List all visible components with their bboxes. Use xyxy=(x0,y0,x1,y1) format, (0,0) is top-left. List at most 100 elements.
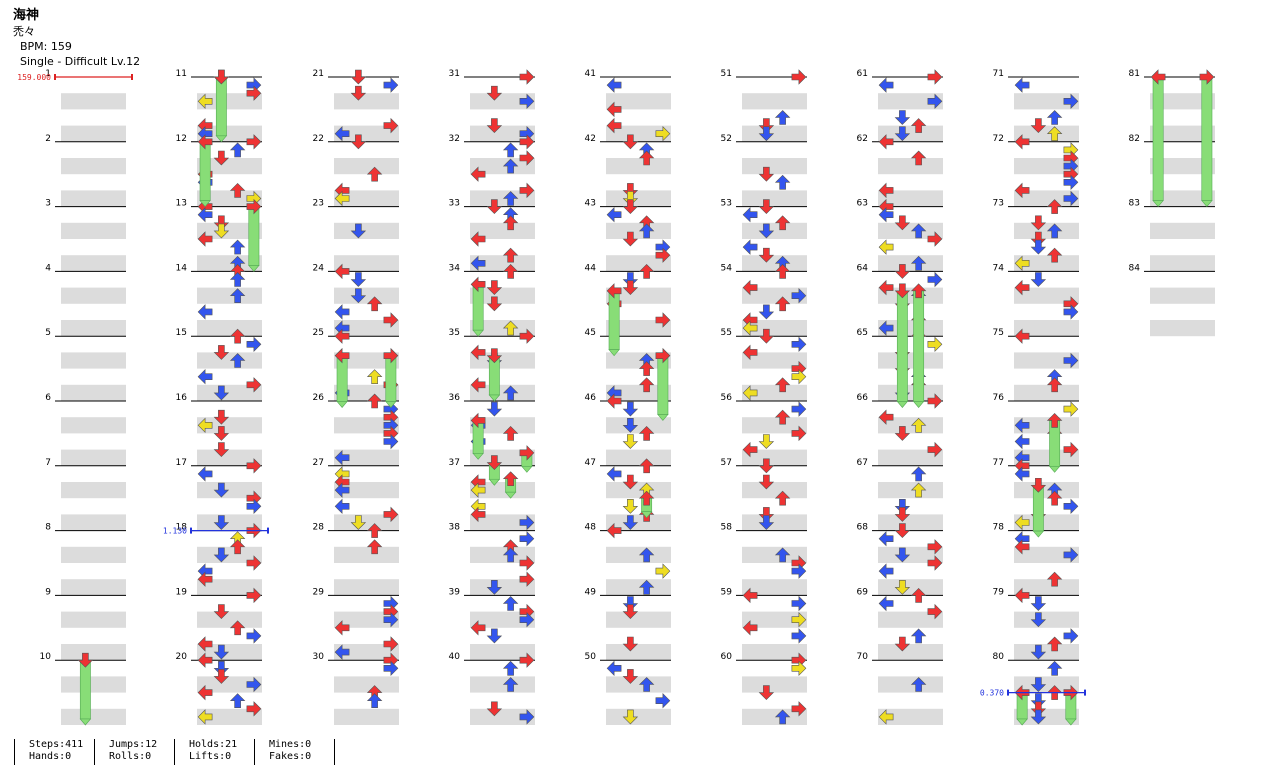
hold-body xyxy=(896,290,908,402)
beat-stripe xyxy=(470,125,535,142)
right-arrow xyxy=(1063,93,1079,110)
beat-stripe xyxy=(742,287,807,304)
hold-end xyxy=(472,453,484,460)
left-arrow xyxy=(334,347,350,364)
beat-stripe xyxy=(1014,676,1079,693)
down-arrow xyxy=(1030,677,1047,692)
down-arrow xyxy=(894,126,911,142)
up-arrow xyxy=(229,620,246,636)
hold-body xyxy=(913,290,925,402)
down-arrow xyxy=(486,348,503,364)
hold-end xyxy=(472,329,484,337)
hold-end xyxy=(657,414,669,421)
beat-stripe xyxy=(1150,125,1215,142)
up-arrow xyxy=(774,215,791,231)
beat-stripe xyxy=(334,417,399,434)
up-arrow xyxy=(229,182,246,198)
beat-stripe xyxy=(334,384,399,401)
beat-stripe xyxy=(1150,222,1215,239)
up-arrow xyxy=(910,255,927,271)
left-arrow xyxy=(742,239,758,255)
left-arrow xyxy=(197,636,213,652)
hold-end xyxy=(488,478,501,486)
left-arrow xyxy=(1014,134,1030,150)
beat-stripe xyxy=(742,449,807,466)
measure-number: 58 xyxy=(721,523,733,533)
up-arrow xyxy=(638,458,655,474)
measure-number: 27 xyxy=(313,458,324,468)
measure-number: 32 xyxy=(449,134,460,144)
beat-stripe xyxy=(606,708,671,725)
measure-number: 34 xyxy=(449,263,461,273)
left-arrow xyxy=(1014,539,1030,555)
left-arrow xyxy=(334,328,350,344)
down-arrow xyxy=(894,547,911,563)
beat-stripe xyxy=(1014,708,1079,725)
beat-stripe xyxy=(606,514,671,531)
beat-stripe xyxy=(1014,514,1079,531)
measure-number: 40 xyxy=(449,652,461,662)
down-arrow xyxy=(486,280,503,296)
up-arrow xyxy=(502,660,519,676)
beat-stripe xyxy=(878,320,943,337)
up-arrow xyxy=(366,539,383,555)
beat-stripe xyxy=(334,287,399,304)
measure-number: 22 xyxy=(313,134,324,144)
measure-number: 64 xyxy=(857,263,869,273)
beat-stripe xyxy=(742,125,807,142)
beat-stripe xyxy=(197,158,262,175)
beat-stripe xyxy=(61,449,126,466)
measure-number: 50 xyxy=(585,652,597,662)
right-arrow xyxy=(519,709,535,725)
stat-column: Holds:21 Lifts:0 xyxy=(174,739,254,765)
beat-stripe xyxy=(878,222,943,239)
right-arrow xyxy=(927,393,943,409)
left-arrow xyxy=(742,344,758,361)
right-arrow xyxy=(246,377,262,393)
steps-count: Steps:411 xyxy=(29,739,84,750)
beat-stripe xyxy=(878,255,943,272)
measure-number: 55 xyxy=(721,328,732,338)
beat-stripe xyxy=(606,93,671,110)
right-arrow xyxy=(1063,498,1079,515)
beat-stripe xyxy=(197,611,262,628)
up-arrow xyxy=(910,677,927,692)
right-arrow xyxy=(383,433,399,450)
down-arrow xyxy=(350,288,367,304)
right-arrow xyxy=(927,271,943,288)
up-arrow xyxy=(366,369,383,385)
beat-stripe xyxy=(878,708,943,725)
up-arrow xyxy=(502,596,519,611)
beat-stripe xyxy=(606,482,671,499)
beat-stripe xyxy=(470,190,535,207)
down-arrow xyxy=(213,660,230,676)
measure-number: 38 xyxy=(449,523,461,533)
left-arrow xyxy=(742,279,758,296)
hold-end xyxy=(912,401,925,408)
measure-number: 12 xyxy=(176,134,187,144)
down-arrow xyxy=(758,458,775,474)
up-arrow xyxy=(774,409,791,425)
down-arrow xyxy=(894,579,911,595)
right-arrow xyxy=(246,85,262,101)
right-arrow xyxy=(519,328,535,344)
right-arrow xyxy=(655,563,671,579)
beat-stripe xyxy=(1150,190,1215,207)
right-arrow xyxy=(246,555,262,571)
up-arrow xyxy=(1046,126,1063,141)
beat-stripe xyxy=(334,222,399,239)
hold-end xyxy=(1152,200,1164,208)
up-arrow xyxy=(774,263,791,279)
up-arrow xyxy=(502,215,519,231)
up-arrow xyxy=(1046,199,1063,214)
measure-number: 80 xyxy=(993,652,1005,662)
measure-number: 17 xyxy=(176,458,187,468)
left-arrow xyxy=(1014,77,1030,93)
down-arrow xyxy=(758,126,775,142)
beat-stripe xyxy=(470,417,535,434)
hold-end xyxy=(488,394,501,402)
up-arrow xyxy=(366,523,383,538)
measure-number: 33 xyxy=(449,199,460,209)
right-arrow xyxy=(1063,441,1079,458)
hold-body xyxy=(79,659,91,720)
